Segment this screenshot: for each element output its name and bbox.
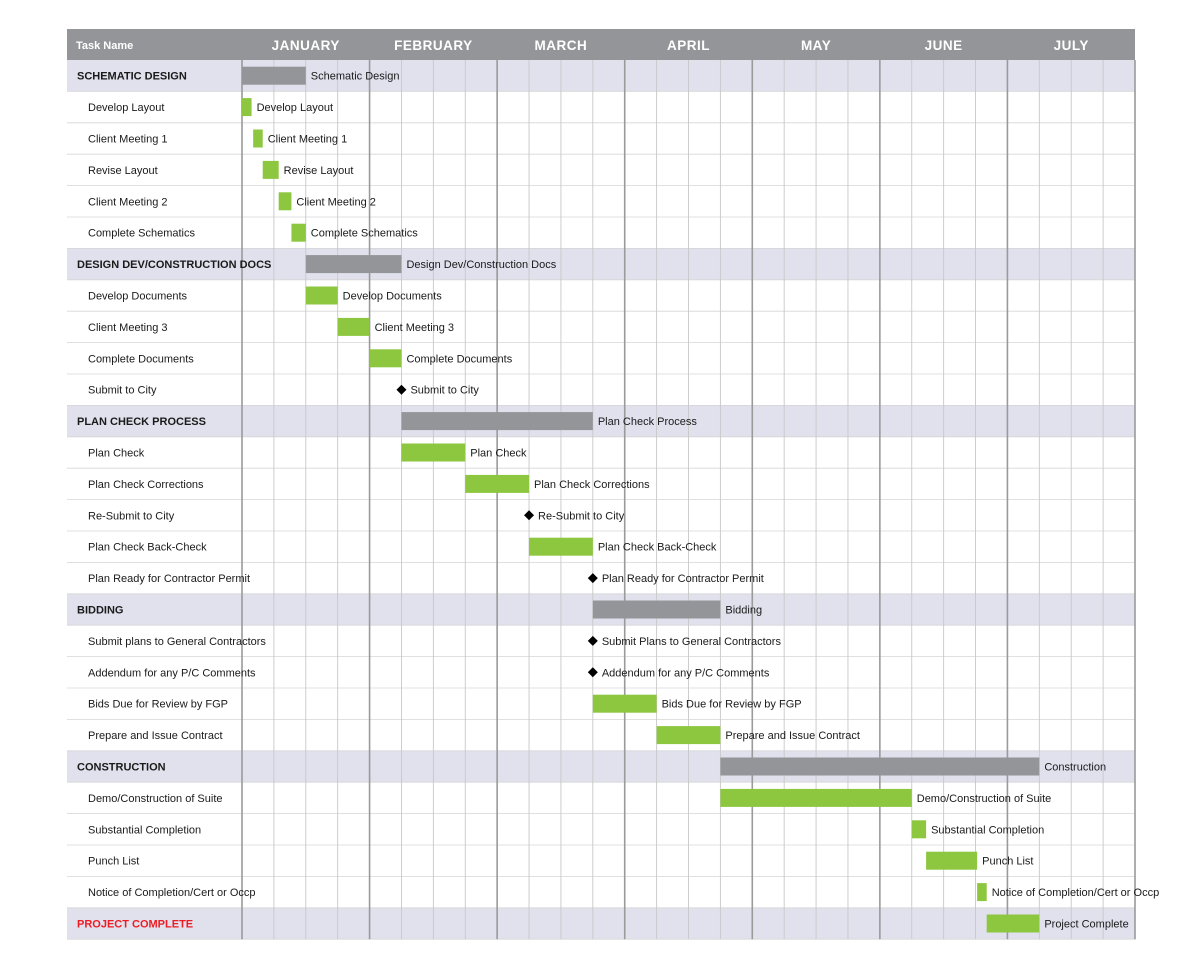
bar-label-plan-check-back-check: Plan Check Back-Check [598, 542, 717, 554]
summary-bar-construction [720, 757, 1040, 776]
task-name-project-complete: PROJECT COMPLETE [77, 919, 193, 931]
task-bar-complete-documents [369, 349, 402, 368]
task-name-develop-layout: Develop Layout [88, 102, 164, 114]
task-name-bidding: BIDDING [77, 605, 123, 617]
summary-bar-plan-check-process [401, 412, 593, 431]
bar-label-client-meeting-3: Client Meeting 3 [375, 322, 455, 334]
milestone-diamond-re-submit-to-city [524, 510, 535, 521]
task-name-construction: CONSTRUCTION [77, 762, 166, 774]
bar-label-client-meeting-1: Client Meeting 1 [268, 134, 348, 146]
month-label-july: JULY [1054, 38, 1089, 53]
bar-label-bids-due-for-review-by-fgp: Bids Due for Review by FGP [662, 699, 802, 711]
bar-label-submit-plans-to-general-contractors: Submit Plans to General Contractors [602, 636, 782, 648]
task-bar-plan-check [401, 443, 466, 462]
month-label-february: FEBRUARY [394, 38, 473, 53]
task-name-plan-check-process: PLAN CHECK PROCESS [77, 416, 206, 428]
task-name-plan-ready-for-contractor-permit: Plan Ready for Contractor Permit [88, 573, 250, 585]
task-name-notice-of-completion-cert-or-occp: Notice of Completion/Cert or Occp [88, 887, 256, 899]
bar-label-design-dev-construction-docs: Design Dev/Construction Docs [406, 259, 556, 271]
bar-label-client-meeting-2: Client Meeting 2 [296, 196, 376, 208]
bar-label-addendum-for-any-p-c-comments: Addendum for any P/C Comments [602, 667, 770, 679]
bar-label-complete-documents: Complete Documents [406, 353, 512, 365]
section-row-bg [67, 60, 1135, 92]
bar-label-punch-list: Punch List [982, 856, 1033, 868]
task-name-client-meeting-1: Client Meeting 1 [88, 134, 168, 146]
task-name-submit-plans-to-general-contractors: Submit plans to General Contractors [88, 636, 266, 648]
bar-label-bidding: Bidding [725, 605, 762, 617]
task-name-demo-construction-of-suite: Demo/Construction of Suite [88, 793, 223, 805]
task-bar-substantial-completion [911, 820, 927, 839]
task-name-develop-documents: Develop Documents [88, 291, 188, 303]
task-bar-punch-list [926, 851, 978, 870]
task-bar-demo-construction-of-suite [720, 788, 912, 807]
summary-bar-schematic-design [242, 66, 306, 85]
task-name-plan-check-corrections: Plan Check Corrections [88, 479, 204, 491]
month-label-may: MAY [801, 38, 831, 53]
section-row-bg [67, 248, 1135, 280]
task-name-plan-check: Plan Check [88, 448, 145, 460]
task-bar-project-complete [986, 914, 1040, 933]
milestone-diamond-addendum-for-any-p-c-comments [587, 667, 598, 678]
bar-label-construction: Construction [1044, 762, 1106, 774]
task-name-submit-to-city: Submit to City [88, 385, 157, 397]
task-name-substantial-completion: Substantial Completion [88, 824, 201, 836]
bar-label-demo-construction-of-suite: Demo/Construction of Suite [917, 793, 1052, 805]
task-name-re-submit-to-city: Re-Submit to City [88, 510, 175, 522]
section-row-bg [67, 405, 1135, 437]
summary-bar-bidding [592, 600, 721, 619]
task-name-plan-check-back-check: Plan Check Back-Check [88, 542, 207, 554]
bar-label-complete-schematics: Complete Schematics [311, 228, 418, 240]
task-bar-notice-of-completion-cert-or-occp [977, 883, 987, 902]
task-name-bids-due-for-review-by-fgp: Bids Due for Review by FGP [88, 699, 228, 711]
bar-label-develop-documents: Develop Documents [343, 291, 443, 303]
task-name-schematic-design: SCHEMATIC DESIGN [77, 71, 187, 83]
task-bar-plan-check-back-check [529, 537, 593, 556]
task-bar-client-meeting-1 [253, 129, 263, 148]
bar-label-submit-to-city: Submit to City [410, 385, 479, 397]
bar-label-project-complete: Project Complete [1044, 919, 1128, 931]
summary-bar-design-dev-construction-docs [305, 255, 402, 274]
bar-label-schematic-design: Schematic Design [311, 71, 400, 83]
milestone-diamond-submit-plans-to-general-contractors [587, 635, 598, 646]
bar-label-plan-ready-for-contractor-permit: Plan Ready for Contractor Permit [602, 573, 764, 585]
task-name-punch-list: Punch List [88, 856, 139, 868]
month-label-june: JUNE [925, 38, 963, 53]
task-bar-develop-layout [242, 98, 252, 117]
section-row-bg [67, 907, 1135, 940]
task-name-client-meeting-3: Client Meeting 3 [88, 322, 168, 334]
milestone-diamond-plan-ready-for-contractor-permit [587, 573, 598, 584]
task-name-design-dev-construction-docs: DESIGN DEV/CONSTRUCTION DOCS [77, 259, 271, 271]
task-name-prepare-and-issue-contract: Prepare and Issue Contract [88, 730, 223, 742]
bar-label-develop-layout: Develop Layout [257, 102, 333, 114]
bar-label-notice-of-completion-cert-or-occp: Notice of Completion/Cert or Occp [992, 887, 1160, 899]
bar-label-substantial-completion: Substantial Completion [931, 824, 1044, 836]
task-name-complete-schematics: Complete Schematics [88, 228, 195, 240]
task-bar-bids-due-for-review-by-fgp [592, 694, 657, 713]
milestone-diamond-submit-to-city [396, 384, 407, 395]
task-bar-client-meeting-3 [337, 317, 370, 336]
bar-label-plan-check: Plan Check [470, 448, 527, 460]
bar-label-revise-layout: Revise Layout [284, 165, 354, 177]
task-bar-prepare-and-issue-contract [656, 726, 721, 745]
month-label-march: MARCH [535, 38, 588, 53]
task-bar-revise-layout [262, 160, 279, 179]
bar-label-re-submit-to-city: Re-Submit to City [538, 510, 625, 522]
task-bar-plan-check-corrections [465, 474, 530, 493]
month-label-january: JANUARY [272, 38, 340, 53]
task-bar-develop-documents [305, 286, 338, 305]
task-bar-complete-schematics [291, 223, 306, 242]
bar-label-prepare-and-issue-contract: Prepare and Issue Contract [725, 730, 860, 742]
task-name-revise-layout: Revise Layout [88, 165, 158, 177]
bar-label-plan-check-process: Plan Check Process [598, 416, 698, 428]
task-bar-client-meeting-2 [278, 192, 292, 211]
task-name-addendum-for-any-p-c-comments: Addendum for any P/C Comments [88, 667, 256, 679]
task-name-complete-documents: Complete Documents [88, 353, 194, 365]
bar-label-plan-check-corrections: Plan Check Corrections [534, 479, 650, 491]
task-name-client-meeting-2: Client Meeting 2 [88, 196, 168, 208]
header-bar [67, 29, 1135, 60]
task-name-header: Task Name [76, 40, 133, 52]
month-label-april: APRIL [667, 38, 710, 53]
